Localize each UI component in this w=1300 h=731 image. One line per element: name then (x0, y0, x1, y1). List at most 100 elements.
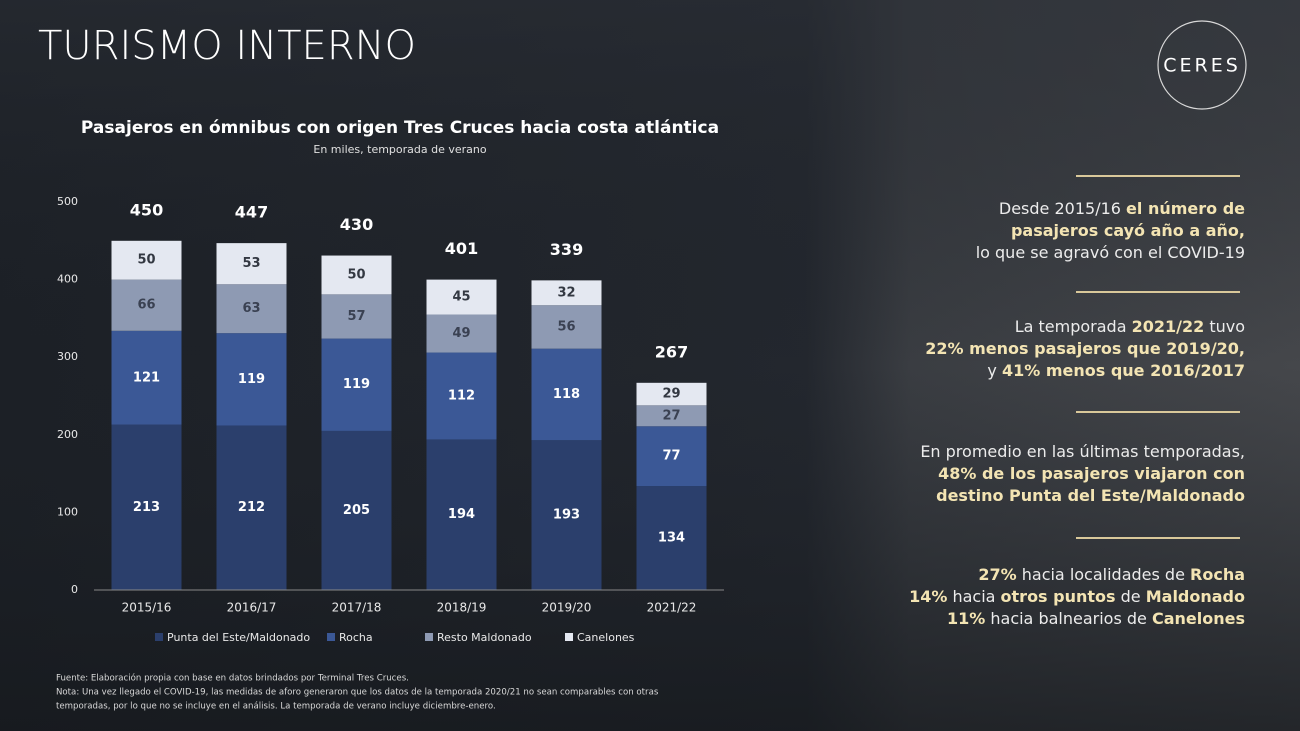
sidebar-line: 27% hacia localidades de Rocha (978, 565, 1245, 584)
data-label: 56 (557, 319, 575, 334)
sidebar-run: lo que se agravó con el COVID-19 (976, 243, 1245, 262)
sidebar-run: de (1116, 587, 1146, 606)
sidebar-run: pasajeros cayó año a año, (1011, 221, 1245, 240)
bar-segment (636, 405, 707, 427)
data-label: 66 (137, 298, 155, 313)
sidebar-run: destino Punta del Este/Maldonado (936, 486, 1245, 505)
y-tick-label: 300 (57, 350, 78, 363)
sidebar-run: La temporada (1015, 317, 1132, 336)
data-label: 193 (553, 508, 580, 523)
sidebar-run: otros puntos (1001, 587, 1116, 606)
legend-swatch (155, 633, 163, 641)
y-tick-label: 200 (57, 428, 78, 441)
bar-segment (426, 352, 497, 440)
sidebar-run: Rocha (1190, 565, 1245, 584)
data-label: 194 (448, 507, 475, 522)
sidebar-run: 2021/22 (1132, 317, 1205, 336)
legend-label: Punta del Este/Maldonado (167, 631, 310, 644)
legend-swatch (327, 633, 335, 641)
sidebar-run: 41% menos que 2016/2017 (1002, 361, 1245, 380)
data-label: 49 (452, 326, 470, 341)
chart-title: Pasajeros en ómnibus con origen Tres Cru… (81, 118, 719, 138)
bar-segment (216, 243, 287, 285)
sidebar-line: pasajeros cayó año a año, (1011, 221, 1245, 240)
bar-segment (111, 240, 182, 280)
sidebar-line: lo que se agravó con el COVID-19 (976, 243, 1245, 262)
sidebar-run: y (987, 361, 1002, 380)
sidebar-run: hacia localidades de (1017, 565, 1190, 584)
total-label: 267 (655, 342, 688, 361)
x-tick-label: 2018/19 (437, 601, 487, 615)
legend-swatch (565, 633, 573, 641)
legend-label: Rocha (339, 631, 373, 644)
data-label: 205 (343, 503, 370, 518)
data-label: 77 (662, 449, 680, 464)
sidebar-run: En promedio en las últimas temporadas, (920, 442, 1245, 461)
total-label: 430 (340, 215, 373, 234)
data-label: 50 (137, 253, 155, 268)
sidebar-line: La temporada 2021/22 tuvo (1015, 317, 1245, 336)
bar-segment (321, 294, 392, 339)
bar-segment (531, 280, 602, 306)
data-label: 121 (133, 370, 160, 385)
y-tick-label: 500 (57, 195, 78, 208)
x-tick-label: 2016/17 (227, 601, 277, 615)
logo: CERES (1163, 55, 1241, 77)
data-label: 212 (238, 500, 265, 515)
total-label: 339 (550, 240, 583, 259)
bar-segment (111, 279, 182, 331)
sidebar-run: hacia (947, 587, 1000, 606)
y-tick-label: 400 (57, 273, 78, 286)
bar-segment (426, 439, 497, 590)
sidebar-run: tuvo (1204, 317, 1245, 336)
data-label: 63 (242, 301, 260, 316)
sidebar-line: 11% hacia balnearios de Canelones (947, 609, 1245, 628)
chart-subtitle: En miles, temporada de verano (313, 143, 486, 156)
sidebar-run: Desde 2015/16 (999, 199, 1126, 218)
bar-segment (216, 333, 287, 426)
y-tick-label: 0 (71, 583, 78, 596)
bar-segment (321, 255, 392, 295)
total-label: 450 (130, 200, 163, 219)
data-label: 119 (343, 377, 370, 392)
data-label: 213 (133, 500, 160, 515)
data-label: 118 (553, 387, 580, 402)
total-label: 447 (235, 203, 268, 222)
logo-ring (1157, 20, 1247, 110)
bar-segment (426, 279, 497, 315)
sidebar-run: 48% de los pasajeros viajaron con (938, 464, 1245, 483)
legend-label: Resto Maldonado (437, 631, 532, 644)
bar-segment (111, 424, 182, 590)
data-label: 134 (658, 531, 685, 546)
bar-segment (426, 314, 497, 353)
bar-segment (216, 284, 287, 334)
sidebar-run: Maldonado (1146, 587, 1245, 606)
sidebar-line: 22% menos pasajeros que 2019/20, (925, 339, 1245, 358)
bar-segment (321, 430, 392, 590)
legend-label: Canelones (577, 631, 635, 644)
sidebar-run: el número de (1126, 199, 1245, 218)
sidebar-run: 11% (947, 609, 985, 628)
sidebar-line: En promedio en las últimas temporadas, (920, 442, 1245, 461)
bar-segment (636, 486, 707, 590)
footnote: Fuente: Elaboración propia con base en d… (56, 673, 409, 684)
sidebar-run: 22% menos pasajeros que 2019/20, (925, 339, 1245, 358)
bar-segment (111, 330, 182, 425)
bar-segment (531, 440, 602, 590)
legend-swatch (425, 633, 433, 641)
data-label: 112 (448, 389, 475, 404)
bar-segment (636, 426, 707, 487)
data-label: 29 (662, 387, 680, 402)
data-label: 27 (662, 408, 680, 423)
x-tick-label: 2021/22 (647, 601, 697, 615)
x-tick-label: 2019/20 (542, 601, 592, 615)
data-label: 50 (347, 267, 365, 282)
sidebar-line: destino Punta del Este/Maldonado (936, 486, 1245, 505)
sidebar-run: 27% (978, 565, 1016, 584)
x-tick-label: 2015/16 (122, 601, 172, 615)
sidebar-run: 14% (909, 587, 947, 606)
total-label: 401 (445, 239, 478, 258)
bar-segment (636, 382, 707, 406)
footnote: temporadas, por lo que no se incluye en … (56, 702, 496, 712)
